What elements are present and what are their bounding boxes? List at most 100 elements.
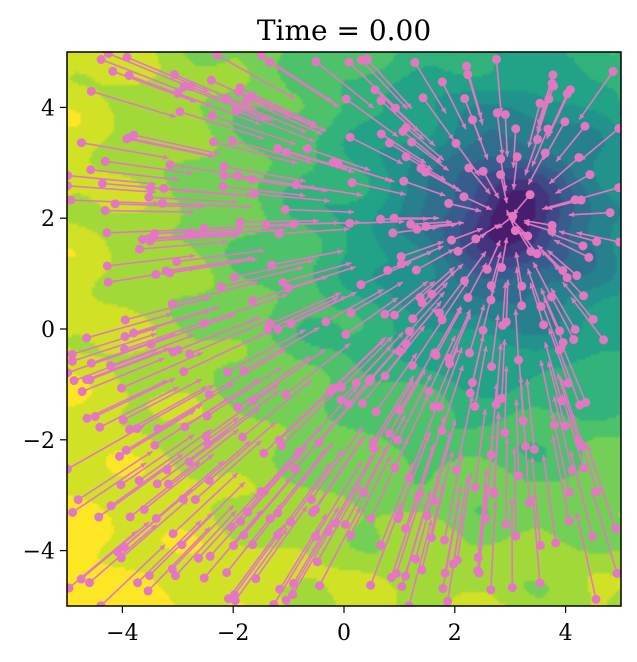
particle-arrow bbox=[194, 439, 262, 501]
particle-arrowhead bbox=[170, 112, 177, 118]
particle-arrowhead bbox=[297, 265, 304, 272]
particle-point bbox=[557, 396, 567, 406]
particle-point bbox=[614, 123, 621, 133]
particle-arrow bbox=[495, 59, 502, 114]
particle-arrow bbox=[455, 395, 474, 471]
particle-point bbox=[558, 337, 568, 347]
particle-arrow bbox=[255, 505, 308, 580]
particle-arrowhead bbox=[143, 521, 150, 528]
particle-point bbox=[492, 108, 502, 118]
particle-point bbox=[67, 368, 73, 378]
particle-point bbox=[388, 228, 398, 238]
particle-point bbox=[256, 487, 266, 497]
particle-arrowhead bbox=[503, 366, 509, 372]
particle-arrow bbox=[410, 220, 452, 226]
particle-arrow bbox=[555, 173, 591, 195]
particle-point bbox=[380, 309, 390, 319]
particle-point bbox=[125, 512, 135, 522]
particle-point bbox=[366, 580, 376, 590]
particle-arrow bbox=[252, 275, 328, 302]
particle-arrowhead bbox=[552, 395, 558, 402]
particle-point bbox=[235, 217, 245, 227]
particle-point bbox=[333, 159, 343, 169]
particle-arrow bbox=[548, 156, 580, 185]
particle-arrow bbox=[512, 128, 517, 168]
particle-arrow bbox=[408, 291, 446, 332]
particle-arrow bbox=[474, 345, 488, 407]
particle-arrow bbox=[590, 488, 618, 574]
particle-arrow bbox=[575, 512, 597, 600]
particle-arrow bbox=[247, 445, 308, 513]
particle-arrowhead bbox=[334, 292, 341, 298]
particle-arrowhead bbox=[547, 361, 553, 368]
particle-point bbox=[491, 54, 501, 64]
particle-arrow bbox=[348, 61, 399, 111]
particle-arrowhead bbox=[437, 154, 444, 161]
particle-arrow bbox=[493, 412, 500, 492]
particle-arrow bbox=[414, 62, 447, 114]
particle-point bbox=[150, 228, 160, 238]
particle-arrowhead bbox=[201, 386, 208, 392]
particle-point bbox=[599, 335, 609, 345]
particle-point bbox=[563, 378, 573, 388]
particle-arrowhead bbox=[506, 209, 512, 216]
particle-point bbox=[261, 220, 271, 230]
particle-point bbox=[67, 349, 77, 359]
particle-arrow bbox=[77, 450, 153, 501]
particle-arrow bbox=[522, 420, 531, 503]
particle-arrow bbox=[556, 345, 581, 406]
particle-arrow bbox=[100, 58, 185, 93]
particle-arrowhead bbox=[173, 176, 179, 182]
particle-point bbox=[448, 559, 458, 569]
particle-arrowhead bbox=[356, 191, 363, 197]
particle-arrow bbox=[540, 249, 568, 279]
particle-arrowhead bbox=[300, 127, 307, 133]
particle-point bbox=[239, 366, 249, 376]
particle-arrow bbox=[477, 469, 488, 558]
particle-arrowhead bbox=[513, 309, 519, 315]
particle-arrowhead bbox=[313, 327, 320, 333]
particle-point bbox=[218, 181, 228, 191]
particle-arrow bbox=[128, 137, 216, 158]
particle-arrowhead bbox=[150, 332, 157, 338]
particle-arrowhead bbox=[440, 107, 446, 114]
particle-arrow bbox=[208, 421, 277, 481]
particle-arrowhead bbox=[301, 446, 307, 452]
particle-arrow bbox=[568, 211, 611, 216]
particle-arrow bbox=[292, 506, 340, 584]
particle-arrow bbox=[561, 394, 585, 469]
particle-arrowhead bbox=[555, 188, 562, 194]
particle-arrow bbox=[389, 142, 433, 171]
particle-arrow bbox=[176, 249, 265, 263]
particle-arrow bbox=[428, 335, 456, 392]
particle-arrowhead bbox=[530, 457, 536, 463]
particle-point bbox=[584, 252, 594, 262]
particle-arrow bbox=[526, 379, 536, 450]
particle-arrowhead bbox=[185, 489, 192, 495]
particle-arrow bbox=[490, 314, 499, 367]
particle-point bbox=[394, 509, 404, 519]
particle-arrow bbox=[542, 121, 566, 161]
particle-arrowhead bbox=[356, 438, 363, 445]
particle-point bbox=[227, 135, 237, 145]
particle-arrowhead bbox=[359, 435, 365, 442]
particle-point bbox=[547, 78, 557, 88]
particle-point bbox=[69, 376, 79, 386]
particle-point bbox=[290, 464, 300, 474]
particle-arrowhead bbox=[550, 295, 556, 302]
particle-arrowhead bbox=[426, 490, 432, 497]
particle-point bbox=[117, 383, 127, 393]
particle-arrow bbox=[451, 227, 483, 241]
particle-point bbox=[580, 121, 590, 131]
particle-point bbox=[103, 52, 113, 58]
particle-arrow bbox=[496, 112, 504, 156]
particle-arrow bbox=[260, 54, 333, 103]
particle-arrowhead bbox=[505, 279, 511, 286]
particle-arrow bbox=[546, 249, 578, 277]
particle-arrowhead bbox=[249, 318, 256, 324]
particle-arrow bbox=[174, 510, 237, 577]
particle-arrowhead bbox=[571, 412, 577, 419]
particle-arrow bbox=[105, 209, 194, 213]
particle-arrowhead bbox=[356, 460, 362, 467]
particle-point bbox=[460, 94, 470, 104]
